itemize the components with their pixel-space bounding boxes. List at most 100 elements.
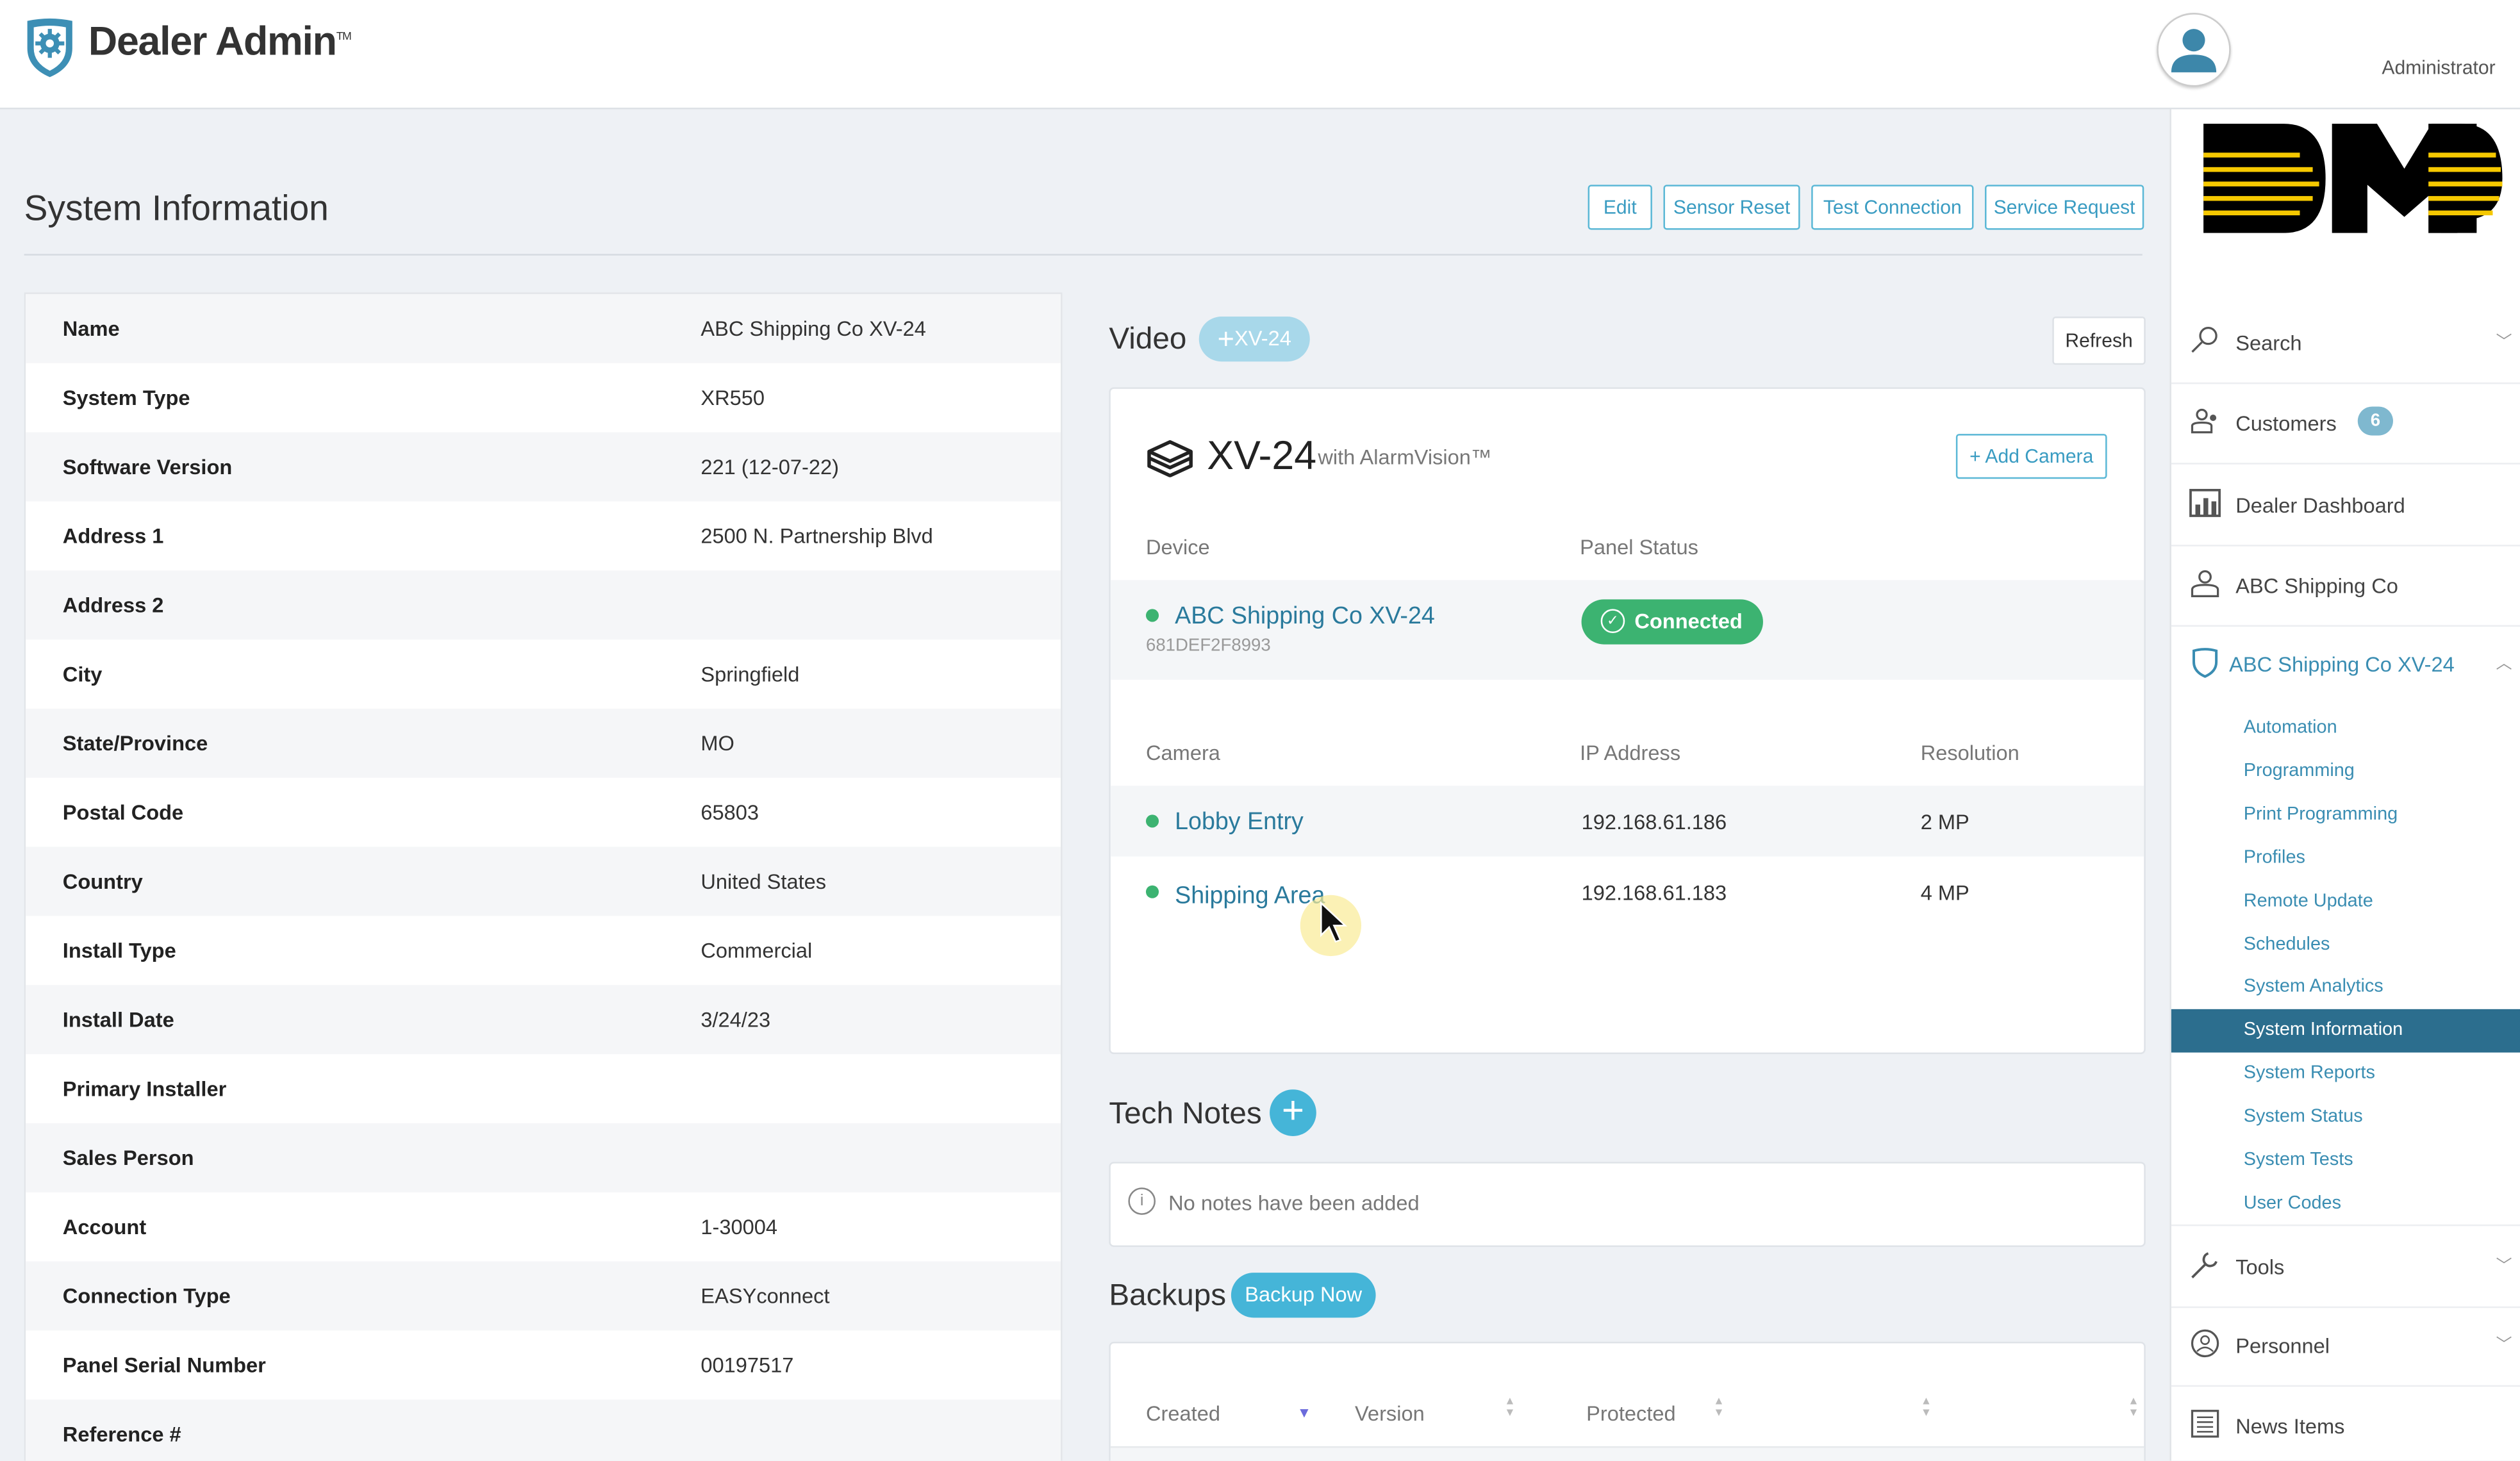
- sort-icon[interactable]: ▲ ▼: [1504, 1396, 1516, 1419]
- chevron-down-icon[interactable]: ﹀: [2496, 334, 2512, 352]
- info-label: Name: [62, 317, 120, 341]
- plus-icon: +: [1281, 1089, 1304, 1133]
- info-row: Software Version 221 (12-07-22): [26, 432, 1061, 502]
- wrench-icon: [2189, 1248, 2221, 1280]
- camera-link-lobby-entry[interactable]: Lobby Entry: [1175, 808, 1304, 836]
- divider: [24, 254, 2143, 256]
- info-icon: i: [1128, 1187, 1156, 1215]
- dealer-admin-shield-logo-icon: [27, 18, 72, 78]
- sidebar-item-dealer-dashboard[interactable]: Dealer Dashboard: [2171, 465, 2520, 547]
- subnav-item-system-tests[interactable]: System Tests: [2171, 1139, 2520, 1183]
- device-row: ABC Shipping Co XV-24 681DEF2F8993 ✓ Con…: [1110, 580, 2144, 680]
- info-label: Reference #: [62, 1422, 181, 1446]
- camera-link-shipping-area[interactable]: Shipping Area: [1175, 882, 1325, 910]
- tech-notes-title: Tech Notes: [1109, 1097, 1262, 1132]
- sidebar-item-news-items[interactable]: News Items: [2171, 1385, 2520, 1461]
- info-value: 2500 N. Partnership Blvd: [700, 524, 933, 549]
- sidebar-item-customers[interactable]: Customers 6: [2171, 383, 2520, 465]
- info-label: City: [62, 662, 103, 686]
- page-title: System Information: [24, 188, 329, 229]
- system-info-table: Name ABC Shipping Co XV-24 System Type XR55…: [24, 292, 1063, 1461]
- resolution-header: Resolution: [1920, 741, 2019, 765]
- subnav-item-label: Print Programming: [2243, 804, 2398, 824]
- subnav-item-remote-update[interactable]: Remote Update: [2171, 880, 2520, 923]
- online-status-dot: [1145, 814, 1159, 828]
- subnav-item-schedules[interactable]: Schedules: [2171, 923, 2520, 967]
- info-value: 3/24/23: [700, 1007, 771, 1032]
- subnav-item-system-status[interactable]: System Status: [2171, 1096, 2520, 1139]
- sidebar-item-label: News Items: [2235, 1414, 2345, 1439]
- subnav-item-system-reports[interactable]: System Reports: [2171, 1053, 2520, 1096]
- subnav-item-label: Programming: [2243, 761, 2355, 781]
- protected-column-header[interactable]: Protected: [1586, 1401, 1676, 1426]
- test-connection-button[interactable]: Test Connection: [1811, 185, 1974, 230]
- user-avatar[interactable]: [2157, 13, 2231, 87]
- subnav-item-user-codes[interactable]: User Codes: [2171, 1182, 2520, 1226]
- info-value: ABC Shipping Co XV-24: [700, 317, 926, 341]
- panel-status-header: Panel Status: [1580, 535, 1698, 559]
- subnav-item-label: System Information: [2243, 1021, 2403, 1041]
- info-row: Install Type Commercial: [26, 916, 1061, 985]
- sidebar-item-tools[interactable]: Tools ﹀: [2171, 1224, 2520, 1308]
- video-section-title: Video: [1109, 323, 1187, 357]
- sidebar-item-personnel[interactable]: Personnel ﹀: [2171, 1305, 2520, 1387]
- sidebar-item-abc-shipping-co-xv-24[interactable]: ABC Shipping Co XV-24 ︿: [2171, 623, 2520, 704]
- subnav-item-system-information[interactable]: System Information: [2171, 1009, 2520, 1053]
- refresh-button[interactable]: Refresh: [2052, 317, 2146, 365]
- sort-icon[interactable]: ▲ ▼: [1713, 1396, 1725, 1419]
- add-camera-button[interactable]: + Add Camera: [1955, 434, 2107, 479]
- sort-icon[interactable]: ▲ ▼: [1920, 1396, 1932, 1419]
- info-label: Account: [62, 1214, 147, 1239]
- sidebar-item-abc-shipping-co[interactable]: ABC Shipping Co: [2171, 545, 2520, 627]
- chevron-down-icon[interactable]: ﹀: [2496, 1258, 2512, 1276]
- info-value: XR550: [700, 385, 765, 410]
- info-row: Connection Type EASYconnect: [26, 1261, 1061, 1331]
- sort-desc-icon[interactable]: ▼: [1297, 1404, 1312, 1421]
- connected-status-badge: ✓ Connected: [1581, 599, 1763, 645]
- info-row: Primary Installer: [26, 1054, 1061, 1123]
- subnav-item-profiles[interactable]: Profiles: [2171, 837, 2520, 880]
- camera-resolution: 2 MP: [1920, 809, 1969, 834]
- info-label: System Type: [62, 385, 190, 410]
- sidebar-item-label: Customers: [2235, 411, 2337, 436]
- sensor-reset-button[interactable]: Sensor Reset: [1663, 185, 1800, 230]
- info-label: Address 2: [62, 593, 164, 617]
- service-request-button[interactable]: Service Request: [1985, 185, 2144, 230]
- camera-row: Lobby Entry 192.168.61.186 2 MP: [1110, 786, 2144, 857]
- info-label: Postal Code: [62, 800, 184, 825]
- chevron-down-icon[interactable]: ﹀: [2496, 1337, 2512, 1355]
- online-status-dot: [1145, 885, 1159, 898]
- sidebar: Search ﹀ Customers 6 Dealer Dashboard ABC Shi…: [2169, 109, 2520, 1461]
- subnav-item-label: Remote Update: [2243, 891, 2373, 911]
- camera-row: Shipping Area 192.168.61.183 4 MP: [1111, 857, 2144, 927]
- subnav-item-programming[interactable]: Programming: [2171, 750, 2520, 794]
- sort-icon[interactable]: ▲ ▼: [2128, 1396, 2139, 1419]
- product-subtitle: with AlarmVision™: [1318, 445, 1492, 470]
- xv-camera-stack-icon: [1147, 440, 1193, 477]
- info-row: Panel Serial Number 00197517: [26, 1330, 1061, 1399]
- subnav-item-label: Schedules: [2243, 934, 2330, 954]
- backup-now-button[interactable]: Backup Now: [1231, 1273, 1376, 1318]
- ip-address-header: IP Address: [1580, 741, 1681, 765]
- subnav-item-system-analytics[interactable]: System Analytics: [2171, 966, 2520, 1010]
- subnav-item-label: System Tests: [2243, 1150, 2353, 1170]
- sidebar-item-search[interactable]: Search ﹀: [2171, 302, 2520, 384]
- camera-resolution: 4 MP: [1920, 880, 1969, 905]
- subnav-item-print-programming[interactable]: Print Programming: [2171, 793, 2520, 837]
- device-link[interactable]: ABC Shipping Co XV-24: [1175, 602, 1435, 631]
- chevron-up-icon[interactable]: ︿: [2496, 656, 2512, 673]
- info-label: Install Type: [62, 938, 176, 963]
- created-column-header[interactable]: Created: [1145, 1401, 1220, 1426]
- user-role: Administrator: [2382, 56, 2496, 79]
- subnav-item-label: Automation: [2243, 718, 2337, 738]
- shield-icon: [2189, 646, 2221, 678]
- version-column-header[interactable]: Version: [1354, 1401, 1425, 1426]
- info-label: Country: [62, 869, 143, 894]
- info-row: Country United States: [26, 846, 1061, 916]
- subnav-item-automation[interactable]: Automation: [2171, 707, 2520, 750]
- subnav-item-label: User Codes: [2243, 1193, 2342, 1214]
- add-xv24-button[interactable]: +XV-24: [1198, 317, 1310, 362]
- dashboard-icon: [2189, 487, 2221, 519]
- edit-button[interactable]: Edit: [1587, 185, 1652, 230]
- add-tech-note-button[interactable]: +: [1270, 1089, 1316, 1136]
